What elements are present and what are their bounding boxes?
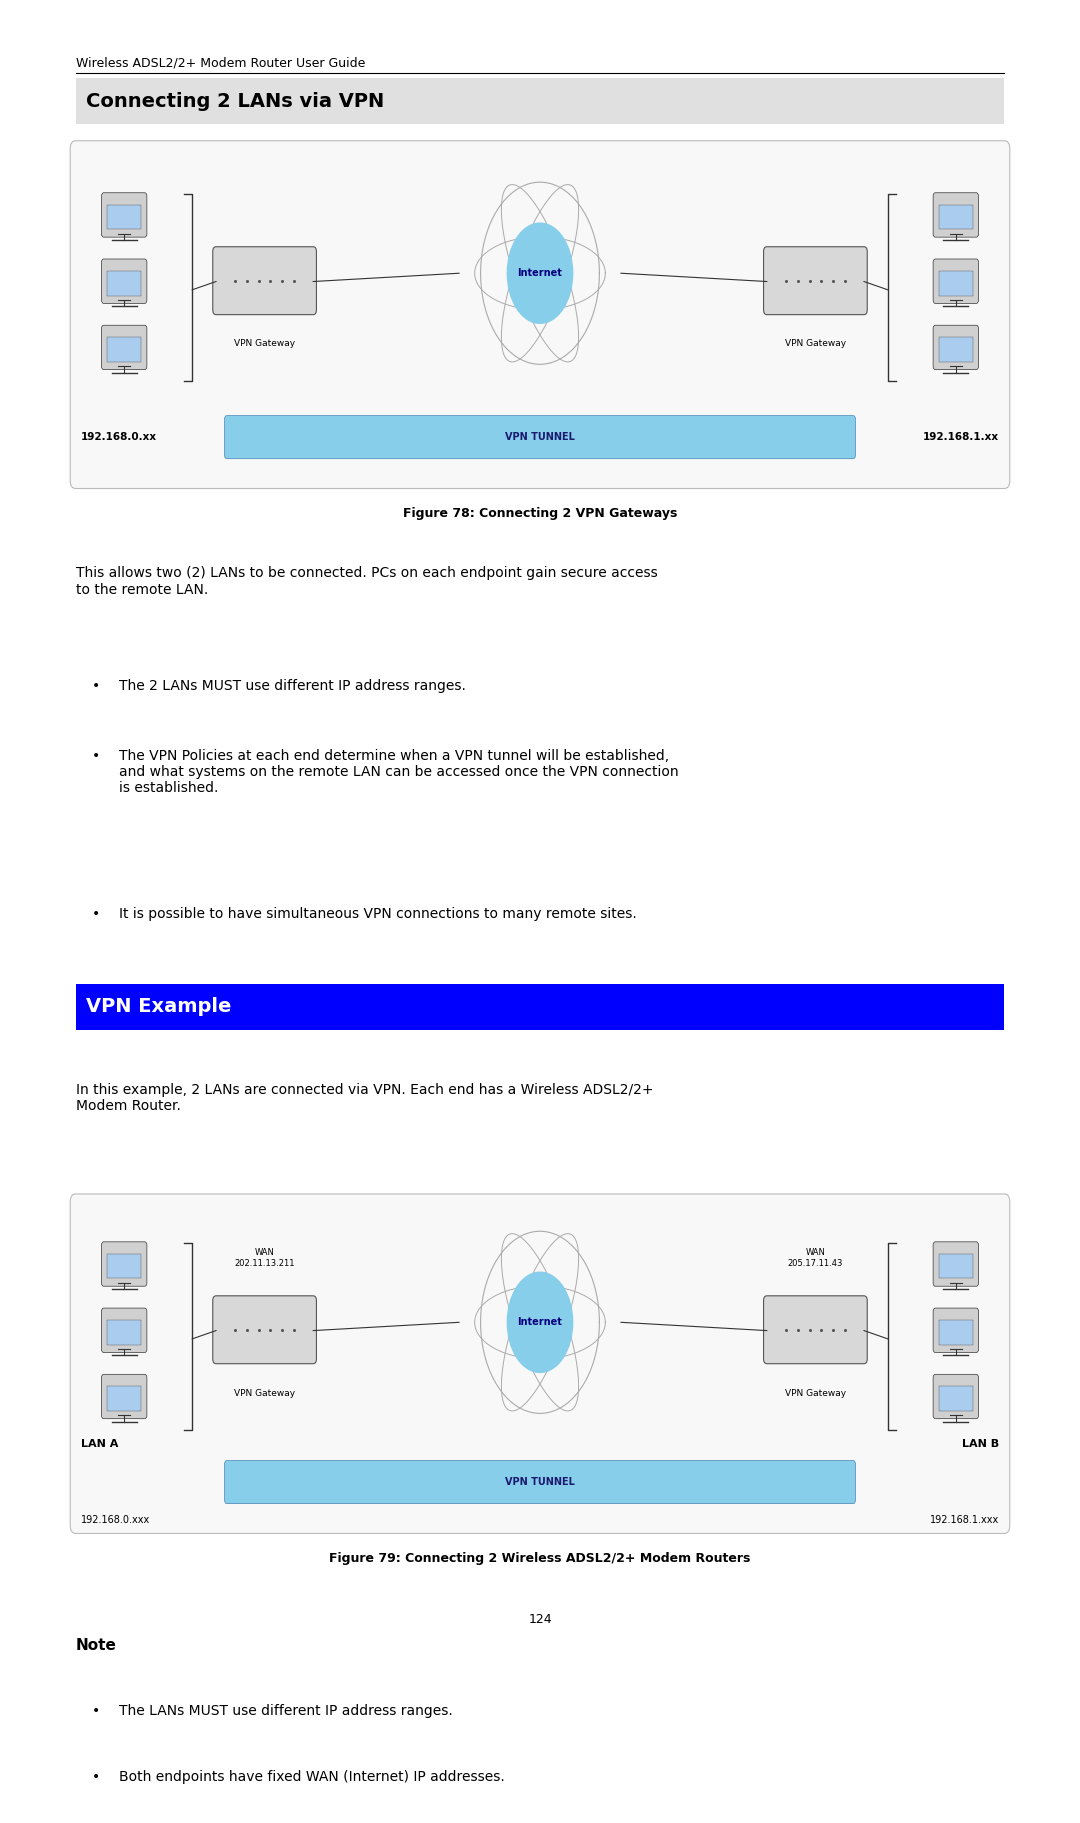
Text: Note: Note <box>76 1637 117 1653</box>
Bar <box>939 1385 973 1411</box>
Text: VPN Gateway: VPN Gateway <box>234 339 295 348</box>
Text: 192.168.1.xxx: 192.168.1.xxx <box>930 1515 999 1526</box>
Bar <box>107 272 141 295</box>
Text: In this example, 2 LANs are connected via VPN. Each end has a Wireless ADSL2/2+
: In this example, 2 LANs are connected vi… <box>76 1083 653 1114</box>
FancyBboxPatch shape <box>933 193 978 237</box>
Text: Figure 79: Connecting 2 Wireless ADSL2/2+ Modem Routers: Figure 79: Connecting 2 Wireless ADSL2/2… <box>329 1551 751 1564</box>
Text: This allows two (2) LANs to be connected. PCs on each endpoint gain secure acces: This allows two (2) LANs to be connected… <box>76 567 658 596</box>
FancyBboxPatch shape <box>225 1460 855 1504</box>
Text: The LANs MUST use different IP address ranges.: The LANs MUST use different IP address r… <box>119 1705 453 1717</box>
Text: LAN A: LAN A <box>81 1438 119 1449</box>
Text: 124: 124 <box>528 1613 552 1626</box>
FancyBboxPatch shape <box>102 1375 147 1418</box>
Bar <box>107 1254 141 1278</box>
Bar <box>107 337 141 361</box>
Bar <box>107 1320 141 1345</box>
Text: 192.168.1.xx: 192.168.1.xx <box>923 432 999 443</box>
Bar <box>107 204 141 230</box>
Bar <box>107 1385 141 1411</box>
Bar <box>76 984 1004 1030</box>
Bar <box>939 204 973 230</box>
Text: •: • <box>92 678 100 693</box>
FancyBboxPatch shape <box>933 259 978 303</box>
FancyBboxPatch shape <box>102 324 147 370</box>
Bar <box>939 1320 973 1345</box>
Bar <box>939 1254 973 1278</box>
Text: VPN TUNNEL: VPN TUNNEL <box>505 1477 575 1488</box>
Text: VPN TUNNEL: VPN TUNNEL <box>505 432 575 443</box>
FancyBboxPatch shape <box>70 1194 1010 1533</box>
Text: LAN B: LAN B <box>962 1438 999 1449</box>
FancyBboxPatch shape <box>933 1309 978 1353</box>
FancyBboxPatch shape <box>102 1309 147 1353</box>
Text: Internet: Internet <box>517 268 563 279</box>
FancyBboxPatch shape <box>764 1296 867 1364</box>
FancyBboxPatch shape <box>933 324 978 370</box>
Text: •: • <box>92 908 100 921</box>
FancyBboxPatch shape <box>764 246 867 315</box>
Text: •: • <box>92 1705 100 1717</box>
FancyBboxPatch shape <box>102 259 147 303</box>
FancyBboxPatch shape <box>102 1241 147 1287</box>
Bar <box>76 78 1004 124</box>
FancyBboxPatch shape <box>213 1296 316 1364</box>
Text: Wireless ADSL2/2+ Modem Router User Guide: Wireless ADSL2/2+ Modem Router User Guid… <box>76 57 365 69</box>
Text: VPN Gateway: VPN Gateway <box>785 339 846 348</box>
Text: WAN
205.17.11.43: WAN 205.17.11.43 <box>787 1249 843 1267</box>
FancyBboxPatch shape <box>933 1375 978 1418</box>
Text: 192.168.0.xxx: 192.168.0.xxx <box>81 1515 150 1526</box>
Text: Connecting 2 LANs via VPN: Connecting 2 LANs via VPN <box>86 91 384 111</box>
Bar <box>939 272 973 295</box>
Circle shape <box>508 222 572 323</box>
Text: Internet: Internet <box>517 1318 563 1327</box>
Text: VPN Gateway: VPN Gateway <box>234 1389 295 1398</box>
Text: •: • <box>92 1770 100 1785</box>
FancyBboxPatch shape <box>102 193 147 237</box>
Text: The VPN Policies at each end determine when a VPN tunnel will be established,
an: The VPN Policies at each end determine w… <box>119 749 678 795</box>
Text: WAN
202.11.13.211: WAN 202.11.13.211 <box>234 1249 295 1267</box>
FancyBboxPatch shape <box>225 416 855 459</box>
Text: •: • <box>92 749 100 762</box>
Text: The 2 LANs MUST use different IP address ranges.: The 2 LANs MUST use different IP address… <box>119 678 465 693</box>
Text: It is possible to have simultaneous VPN connections to many remote sites.: It is possible to have simultaneous VPN … <box>119 908 636 921</box>
Text: 192.168.0.xx: 192.168.0.xx <box>81 432 157 443</box>
Text: Both endpoints have fixed WAN (Internet) IP addresses.: Both endpoints have fixed WAN (Internet)… <box>119 1770 504 1785</box>
Circle shape <box>508 1272 572 1373</box>
Text: Figure 78: Connecting 2 VPN Gateways: Figure 78: Connecting 2 VPN Gateways <box>403 507 677 520</box>
FancyBboxPatch shape <box>70 140 1010 489</box>
FancyBboxPatch shape <box>213 246 316 315</box>
Text: VPN Example: VPN Example <box>86 997 232 1017</box>
FancyBboxPatch shape <box>933 1241 978 1287</box>
Bar <box>939 337 973 361</box>
Text: VPN Gateway: VPN Gateway <box>785 1389 846 1398</box>
